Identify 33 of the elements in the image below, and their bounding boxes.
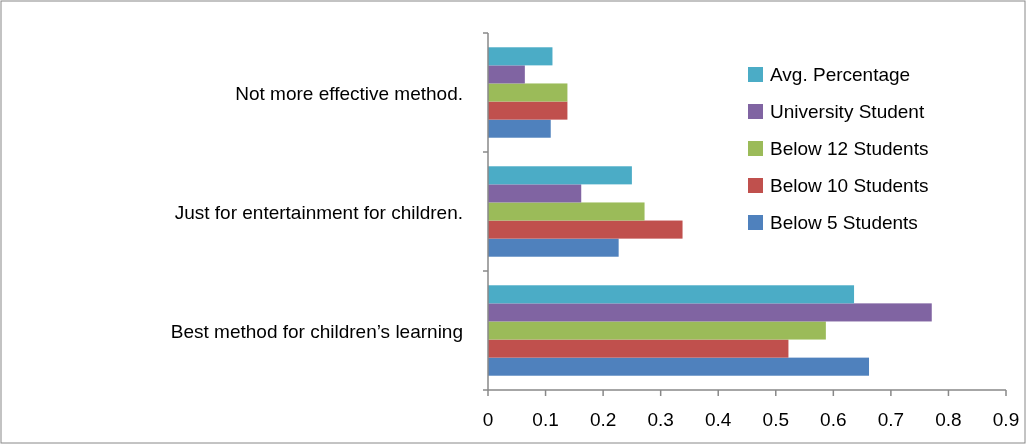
bar [488, 184, 582, 203]
x-tick-label: 0.9 [992, 409, 1020, 430]
x-tick-label: 0.1 [532, 409, 559, 430]
legend-label: Below 5 Students [770, 212, 918, 233]
bar [488, 101, 568, 120]
x-tick-label: 0.4 [705, 409, 732, 430]
bar [488, 166, 632, 185]
bar [488, 83, 568, 102]
x-tick-label: 0.7 [877, 409, 905, 430]
legend-label: Below 12 Students [770, 138, 929, 159]
legend-label: University Student [770, 101, 925, 122]
bar [488, 238, 619, 257]
bar [488, 321, 826, 340]
y-tick-label: Not more effective method. [235, 82, 463, 104]
bar [488, 202, 645, 221]
x-tick-label: 0.2 [589, 409, 617, 430]
bar [488, 47, 553, 66]
x-tick-label: 0 [482, 409, 494, 430]
x-tick-label: 0.5 [762, 409, 789, 430]
bar [488, 65, 525, 84]
y-tick-label: Best method for children’s learning [170, 320, 463, 342]
x-tick-label: 0.3 [647, 409, 674, 430]
x-tick-label: 0.6 [820, 409, 847, 430]
x-tick-label: 0.8 [935, 409, 962, 430]
y-tick-label: Just for entertainment for children. [174, 201, 463, 223]
legend-label: Below 10 Students [770, 175, 929, 196]
bar [488, 339, 789, 358]
bar [488, 119, 551, 138]
legend-label: Avg. Percentage [770, 64, 911, 85]
bar [488, 220, 683, 239]
bar [488, 303, 932, 322]
bar [488, 357, 870, 376]
bar [488, 285, 855, 304]
